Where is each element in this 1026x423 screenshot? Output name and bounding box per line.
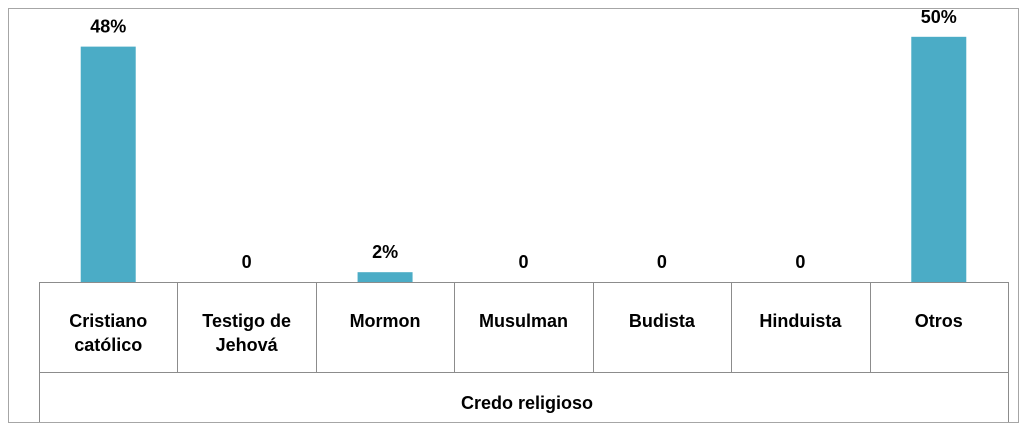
data-label-1: 0	[242, 252, 252, 272]
data-label-2: 2%	[372, 242, 398, 262]
data-label-0: 48%	[90, 17, 126, 37]
tick-label-1-1: Jehová	[216, 335, 279, 355]
bar-0	[80, 46, 136, 282]
bar-2	[357, 272, 413, 282]
tick-label-5-0: Hinduista	[759, 311, 842, 331]
tick-labels-group: Cristiano católico Testigo de Jehová Mormon M…	[69, 311, 963, 355]
data-label-4: 0	[657, 252, 667, 272]
tick-label-4-0: Budista	[629, 311, 696, 331]
data-label-6: 50%	[921, 7, 957, 27]
chart-frame	[8, 8, 1019, 423]
data-label-5: 0	[795, 252, 805, 272]
data-labels-group: 48% 0 2% 0 0 0 50%	[90, 7, 957, 272]
tick-label-0-1: católico	[74, 335, 142, 355]
x-axis-title: Credo religioso	[461, 393, 593, 413]
data-label-3: 0	[518, 252, 528, 272]
tick-label-6-0: Otros	[915, 311, 963, 331]
bars-group	[80, 36, 967, 282]
tick-label-2-0: Mormon	[350, 311, 421, 331]
tick-label-1-0: Testigo de	[202, 311, 291, 331]
tick-label-0-0: Cristiano	[69, 311, 147, 331]
bar-6	[911, 36, 967, 282]
tick-label-3-0: Musulman	[479, 311, 568, 331]
category-axis	[39, 282, 1009, 422]
